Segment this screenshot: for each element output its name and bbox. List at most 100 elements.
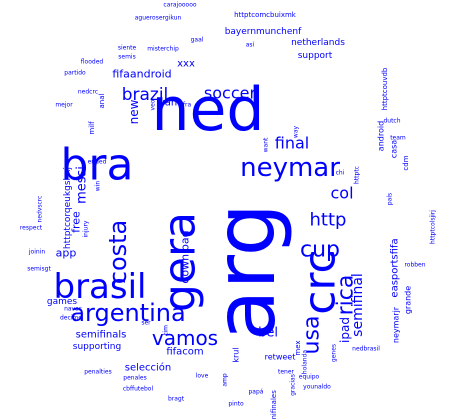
word-netherlands: netherlands [291, 38, 345, 48]
word-easportsfifa: easportsfifa [390, 238, 401, 297]
word-crc: crc [295, 249, 346, 315]
word-games: games [47, 297, 78, 307]
word-bra: bra [61, 140, 134, 191]
word-anal: anal [98, 93, 106, 108]
word-ipad: ipad [338, 317, 352, 343]
word-veo: veo [150, 99, 157, 110]
word-dutch: dutch [383, 118, 400, 125]
word-supporting: supporting [73, 342, 121, 352]
word-holanda: holanda [302, 350, 309, 374]
word-younaldo: younaldo [303, 384, 331, 391]
word-ned: ned [151, 75, 264, 145]
word-partido: partido [64, 70, 86, 77]
word-free: free [70, 211, 83, 233]
word-download: download [179, 230, 192, 283]
word-neymarjr: neymarjr [392, 306, 401, 343]
word-tim: tim [163, 325, 170, 335]
word-gera: gera [155, 212, 206, 312]
word-semis: semis [118, 54, 135, 61]
word-xxx: xxx [177, 59, 195, 70]
word-chi: chi [336, 170, 345, 177]
word-love: love [196, 373, 209, 380]
word-neymar: neymar [240, 153, 340, 183]
word-milf: milf [88, 121, 96, 135]
word-equipo: equipo [299, 374, 320, 381]
word-ser: ser [141, 320, 151, 327]
word-fifacom: fifacom [166, 347, 203, 358]
word-penalties: penalties [84, 369, 111, 376]
word-httptcolsjirj: httptcolsjirj [430, 210, 437, 244]
word-robben: robben [404, 262, 425, 269]
word-httptcorqeukgshxj: httptcorqeukgshxj [63, 167, 73, 249]
word-nedvscrc: nedvscrc [37, 196, 44, 223]
word-aguerosergikun: aguerosergikun [135, 15, 182, 22]
word-httptc: httptc [354, 166, 361, 184]
word-want: want [263, 137, 270, 152]
word-brazil: brazil [122, 85, 169, 105]
word-costa: costa [104, 220, 132, 285]
word-support: support [298, 51, 333, 61]
word-amp: amp [222, 373, 229, 387]
word-decime: decime [60, 315, 82, 322]
word-col: col [330, 184, 353, 203]
word-bayernmunchenf: bayernmunchenf [225, 27, 302, 37]
word-android: android [377, 121, 386, 151]
word-ended: ended [88, 159, 107, 166]
word-joinin: joinin [28, 249, 45, 256]
word-semifinal: semifinal [350, 273, 366, 337]
word-flooded: flooded [81, 59, 104, 66]
word-semifinales: semifinales [270, 390, 278, 419]
word-bel: bel [258, 326, 278, 341]
word-rica: rica [334, 275, 359, 316]
word-bragt: bragt [168, 396, 185, 403]
word-semisgt: semisgt [27, 266, 51, 273]
word-grande: grande [404, 286, 413, 314]
word-arg: arg [196, 203, 294, 341]
word-carajooooo: carajooooo [163, 2, 196, 9]
word-new: new [127, 99, 141, 124]
word-navas: navas [64, 306, 82, 313]
word-injury: injury [83, 220, 90, 237]
word-pinto: pinto [228, 401, 244, 408]
word-así: así [246, 42, 255, 49]
word-siente: siente [118, 45, 137, 52]
word-país: país [387, 193, 394, 205]
word-gaal: gaal [191, 37, 204, 44]
word-casa: casa [390, 140, 399, 158]
word-httptcomcbuixmk: httptcomcbuixmk [234, 11, 297, 19]
word-semifinals: semifinals [76, 330, 127, 341]
word-misterchip: misterchip [147, 46, 179, 53]
word-app: app [56, 247, 77, 260]
word-papá: papá [249, 389, 264, 396]
word-http: http [310, 210, 347, 231]
word-fra: fra [183, 102, 192, 109]
word-respect: respect [20, 225, 43, 232]
word-fifaandroid: fifaandroid [112, 68, 171, 81]
word-tener: tener [278, 369, 295, 376]
word-gracias: gracias [290, 374, 297, 396]
word-retweet: retweet [265, 353, 296, 362]
word-soccer: soccer [204, 84, 257, 103]
word-way: way [293, 125, 300, 138]
word-team: team [390, 135, 406, 142]
word-mex: mex [294, 340, 302, 355]
word-cdm: cdm [402, 155, 410, 170]
word-win: win [95, 181, 102, 192]
word-cbffutebol: cbffutebol [123, 386, 154, 393]
word-nedcrc: nedcrc [78, 89, 98, 96]
word-penales: penales [123, 375, 146, 382]
word-selección: selección [125, 362, 172, 374]
word-nedbrasil: nedbrasil [352, 346, 380, 353]
word-usa: usa [300, 316, 325, 355]
word-mejor: mejor [55, 102, 73, 109]
word-messi: messi [75, 166, 90, 204]
word-brasil: brasil [53, 267, 146, 307]
word-cup: cup [300, 238, 340, 263]
word-genes: genes [331, 344, 338, 362]
word-httptcouvdb: httptcouvdb [381, 67, 389, 110]
word-krul: krul [232, 347, 241, 362]
word-van: van [159, 98, 177, 109]
word-argentina: argentina [70, 299, 185, 327]
word-vamos: vamos [152, 326, 218, 350]
